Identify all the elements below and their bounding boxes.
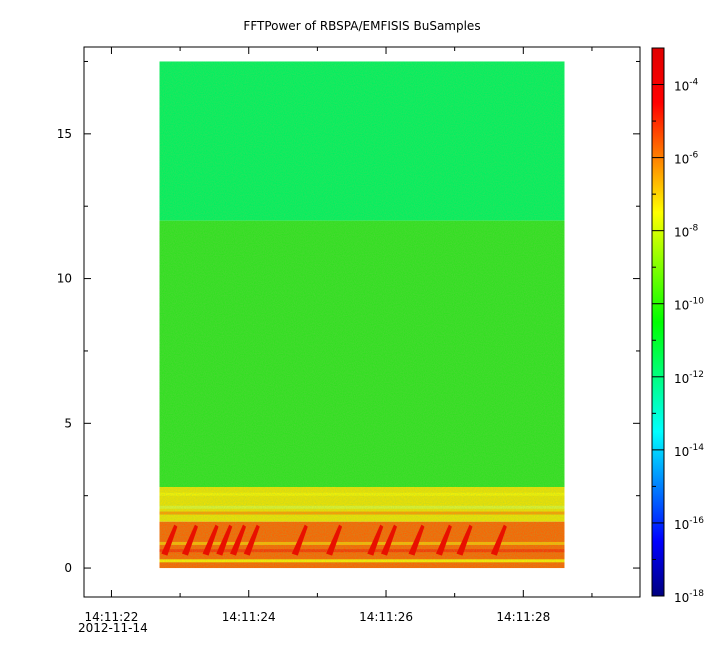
chorus-burst <box>230 524 247 556</box>
chorus-burst <box>161 524 178 556</box>
colorbar-scale <box>651 47 665 597</box>
colorbar-tick-label: 10-10 <box>674 297 704 313</box>
x-tick-label: 14:11:28 <box>496 610 550 624</box>
chorus-burst <box>456 524 473 556</box>
chorus-burst <box>381 524 398 556</box>
colorbar-tick-label: 10-12 <box>674 370 704 386</box>
y-axis: 0 5 10 15 <box>57 60 640 575</box>
colorbar-tick-label: 10-16 <box>674 516 704 532</box>
chorus-burst <box>216 524 233 556</box>
colorbar-tick-label: 10-8 <box>674 224 699 240</box>
chorus-burst <box>435 524 452 556</box>
x-axis: 14:11:22 14:11:24 14:11:26 14:11:28 <box>85 47 593 624</box>
chorus-burst <box>490 524 507 556</box>
x-tick-label: 14:11:22 <box>85 610 139 624</box>
colorbar-tick-label: 10-18 <box>674 589 704 605</box>
colorbar-tick-label: 10-14 <box>674 443 704 459</box>
y-tick-label: 15 <box>57 127 72 141</box>
chorus-burst <box>243 524 260 556</box>
chorus-burst <box>181 524 198 556</box>
chorus-burst <box>291 524 308 556</box>
colorbar-tick-label: 10-4 <box>674 78 699 94</box>
x-date-label: 2012-11-14 <box>78 621 148 635</box>
y-tick-label: 0 <box>64 561 72 575</box>
heatmap-noise <box>159 61 565 569</box>
y-tick-label: 10 <box>57 272 72 286</box>
y-tick-label: 5 <box>64 416 72 430</box>
colorbar-tick-label: 10-6 <box>674 151 699 167</box>
x-tick-label: 14:11:24 <box>222 610 276 624</box>
chorus-burst <box>202 524 219 556</box>
chorus-burst <box>367 524 384 556</box>
colorbar: 10-4 10-6 10-8 10-10 10-12 10-14 10-16 10-18 <box>651 47 704 605</box>
chorus-burst <box>408 524 425 556</box>
chorus-burst <box>326 524 343 556</box>
heatmap-area <box>159 61 565 569</box>
chart-title: FFTPower of RBSPA/EMFISIS BuSamples <box>243 19 480 33</box>
x-tick-label: 14:11:26 <box>359 610 413 624</box>
